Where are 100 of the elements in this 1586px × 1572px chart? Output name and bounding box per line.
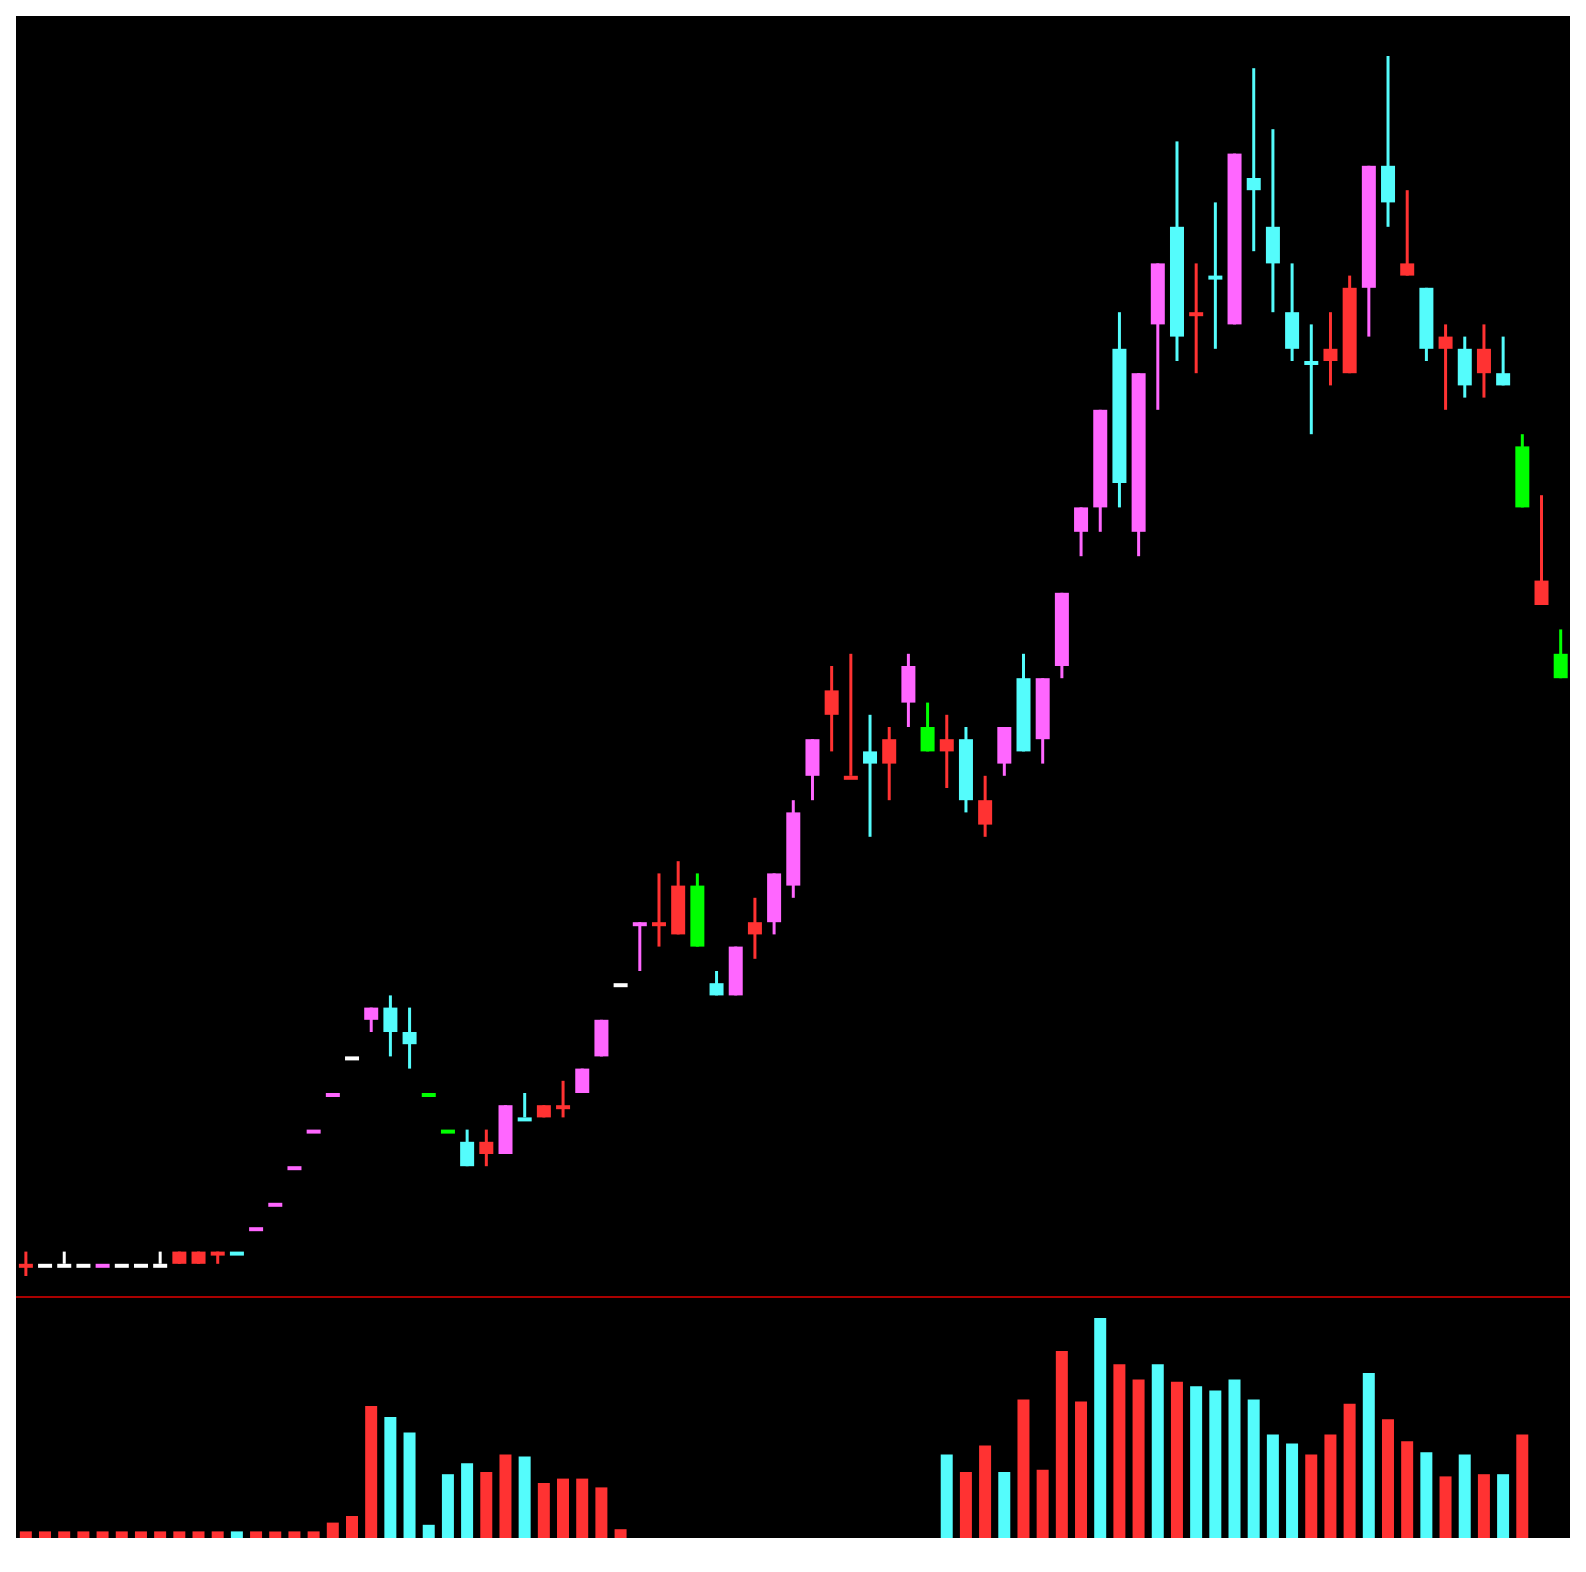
bar <box>557 1478 570 1538</box>
bar <box>1458 1454 1471 1538</box>
candlestick <box>460 1128 475 1168</box>
bar <box>998 1472 1011 1538</box>
bar <box>1055 1351 1068 1538</box>
bar <box>58 1531 71 1538</box>
bar <box>614 1529 627 1538</box>
candlestick <box>651 871 666 949</box>
bar <box>345 1516 358 1538</box>
candlestick <box>882 725 897 802</box>
candlestick <box>1476 322 1491 400</box>
bar <box>1228 1379 1241 1538</box>
candlestick <box>479 1128 494 1168</box>
candlestick <box>556 1079 571 1119</box>
bar <box>1151 1364 1164 1538</box>
bar <box>1420 1452 1433 1538</box>
bar <box>1170 1381 1183 1538</box>
bar <box>1036 1469 1049 1538</box>
bar <box>326 1522 339 1538</box>
candlestick <box>1189 261 1204 375</box>
candlestick <box>920 701 935 753</box>
bar <box>1324 1434 1337 1538</box>
bar <box>250 1531 263 1538</box>
candlestick <box>383 993 398 1058</box>
bar <box>1477 1474 1490 1538</box>
bar <box>422 1524 435 1538</box>
candlestick <box>1323 310 1338 387</box>
bar <box>1094 1318 1107 1538</box>
bar <box>288 1531 301 1538</box>
bar <box>441 1474 454 1538</box>
candlestick <box>824 664 839 753</box>
candlestick <box>747 896 762 961</box>
bar <box>959 1472 972 1538</box>
candlestick <box>1074 505 1089 558</box>
bar <box>576 1478 589 1538</box>
candlestick <box>57 1250 72 1268</box>
bar <box>19 1531 32 1538</box>
bar <box>1209 1390 1222 1538</box>
candlestick <box>805 737 820 802</box>
candlestick <box>1285 261 1300 363</box>
candlestick <box>1457 335 1472 400</box>
bar <box>537 1483 550 1538</box>
bar <box>403 1432 416 1538</box>
bar <box>39 1531 52 1538</box>
bar <box>461 1463 474 1538</box>
bar <box>1305 1454 1318 1538</box>
candlestick <box>1534 493 1549 607</box>
bar <box>154 1531 167 1538</box>
candlestick <box>997 725 1012 778</box>
candlestick <box>632 920 647 973</box>
bar <box>979 1445 992 1538</box>
bar <box>518 1456 531 1538</box>
bar <box>1516 1434 1529 1538</box>
bar <box>1113 1364 1126 1538</box>
candlestick <box>1381 56 1396 229</box>
candlestick <box>18 1250 33 1276</box>
candlestick <box>1438 322 1453 412</box>
bar <box>1362 1373 1375 1538</box>
bar <box>1247 1399 1260 1538</box>
bar <box>1190 1386 1203 1538</box>
candlestick <box>978 774 993 839</box>
bar <box>480 1472 493 1538</box>
candlestick <box>863 713 878 839</box>
bar <box>1017 1399 1030 1538</box>
bar <box>211 1531 224 1538</box>
bar <box>134 1531 147 1538</box>
candlestick <box>1246 66 1261 253</box>
bar <box>1381 1419 1394 1538</box>
candlestick <box>1304 322 1319 436</box>
bar <box>1132 1379 1145 1538</box>
candlestick <box>1265 127 1280 314</box>
bar <box>365 1406 378 1538</box>
bar <box>192 1531 205 1538</box>
bar <box>1343 1403 1356 1538</box>
bar <box>1286 1443 1299 1538</box>
candlestick <box>1553 627 1568 680</box>
bar <box>1075 1401 1088 1538</box>
bar <box>595 1487 608 1538</box>
bar <box>1266 1434 1279 1538</box>
candlestick <box>153 1250 168 1268</box>
bar <box>269 1531 282 1538</box>
bar <box>307 1531 320 1538</box>
bar <box>384 1417 397 1538</box>
candlestick <box>364 1006 379 1034</box>
bar <box>230 1531 243 1538</box>
bar <box>96 1531 109 1538</box>
bar <box>173 1531 186 1538</box>
bar <box>115 1531 128 1538</box>
candlestick <box>1496 335 1511 387</box>
candlestick <box>843 652 858 780</box>
candlestick <box>402 1006 417 1071</box>
candlestick <box>939 713 954 790</box>
bar <box>1497 1474 1510 1538</box>
bar <box>1439 1476 1452 1538</box>
bar <box>1401 1441 1414 1538</box>
bar <box>940 1454 953 1538</box>
bar <box>77 1531 90 1538</box>
bar <box>499 1454 512 1538</box>
candlestick <box>709 969 724 997</box>
candlestick <box>901 652 916 729</box>
